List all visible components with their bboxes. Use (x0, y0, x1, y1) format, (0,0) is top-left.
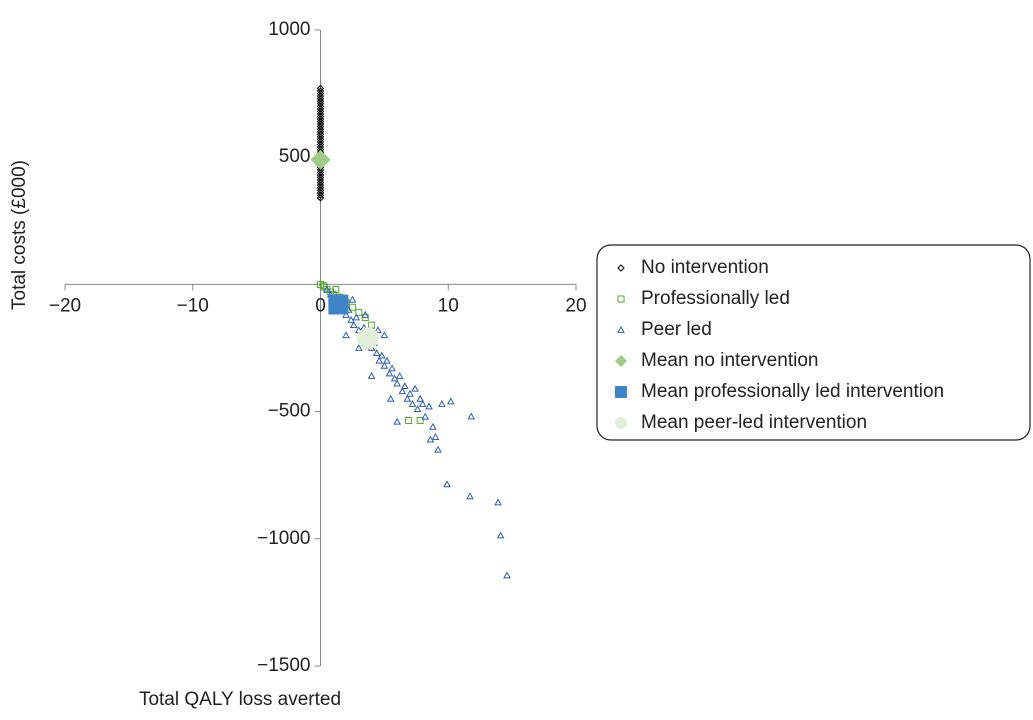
legend-marker (617, 264, 625, 272)
point (467, 412, 476, 420)
point (466, 492, 474, 500)
point (316, 84, 325, 93)
point (375, 356, 384, 364)
point (388, 364, 396, 372)
point (332, 285, 340, 293)
y-tick-label: −1000 (257, 528, 310, 549)
point (352, 313, 361, 321)
point (418, 399, 427, 407)
point (367, 371, 376, 379)
point (361, 310, 370, 318)
point (395, 371, 404, 379)
x-tick-label: 20 (565, 295, 586, 316)
point (425, 402, 433, 410)
x-tick-label: −10 (177, 295, 209, 316)
point (393, 417, 401, 425)
legend-label: Mean peer-led intervention (641, 412, 867, 433)
point (496, 531, 505, 539)
legend-label: Mean professionally led intervention (641, 381, 944, 402)
point (431, 433, 440, 440)
point (354, 343, 363, 351)
y-tick-label: 1000 (268, 19, 310, 40)
legend-label: Professionally led (641, 288, 790, 309)
point (408, 399, 417, 407)
point (426, 435, 435, 443)
point (421, 412, 430, 420)
point (438, 399, 446, 407)
y-tick-label: 500 (279, 146, 311, 167)
point (443, 480, 451, 488)
point (348, 303, 356, 311)
point (310, 149, 331, 170)
point (503, 571, 511, 579)
legend-marker (617, 325, 625, 333)
point (434, 445, 442, 453)
legend-label: No intervention (641, 257, 769, 278)
point (406, 389, 414, 397)
point (380, 331, 389, 339)
point (323, 285, 331, 293)
point (416, 394, 424, 402)
point (411, 384, 419, 392)
legend-marker (615, 386, 627, 398)
legend-marker (617, 295, 625, 303)
point (393, 379, 401, 387)
legend-label: Peer led (641, 319, 712, 340)
point (494, 498, 502, 506)
point (342, 310, 350, 318)
x-axis-label: Total QALY loss averted (139, 689, 341, 710)
point (348, 295, 357, 303)
x-tick-label: 10 (438, 295, 459, 316)
point (429, 422, 437, 430)
point (372, 349, 381, 356)
legend-box (596, 244, 1031, 441)
point (380, 361, 389, 369)
point (377, 351, 386, 359)
legend-marker (615, 355, 627, 367)
point (319, 282, 327, 290)
point (368, 321, 376, 329)
point (416, 417, 424, 425)
point (342, 331, 350, 339)
x-tick-label: −20 (49, 295, 81, 316)
point (347, 315, 356, 323)
point (355, 308, 363, 316)
x-tick-label: 0 (315, 295, 326, 316)
point (349, 321, 358, 329)
legend-marker (615, 417, 627, 429)
point (400, 382, 409, 390)
y-tick-label: −500 (268, 401, 311, 422)
y-axis-label: Total costs (£000) (9, 160, 30, 310)
y-tick-label: −1500 (257, 655, 310, 676)
point (385, 369, 394, 377)
point (356, 327, 379, 350)
point (390, 374, 399, 382)
point (403, 394, 412, 402)
point (398, 387, 407, 395)
point (386, 394, 395, 402)
point (383, 356, 391, 364)
point (374, 326, 382, 334)
point (413, 405, 422, 412)
point (328, 294, 349, 315)
point (446, 397, 455, 405)
point (405, 417, 413, 425)
legend-label: Mean no intervention (641, 350, 818, 371)
